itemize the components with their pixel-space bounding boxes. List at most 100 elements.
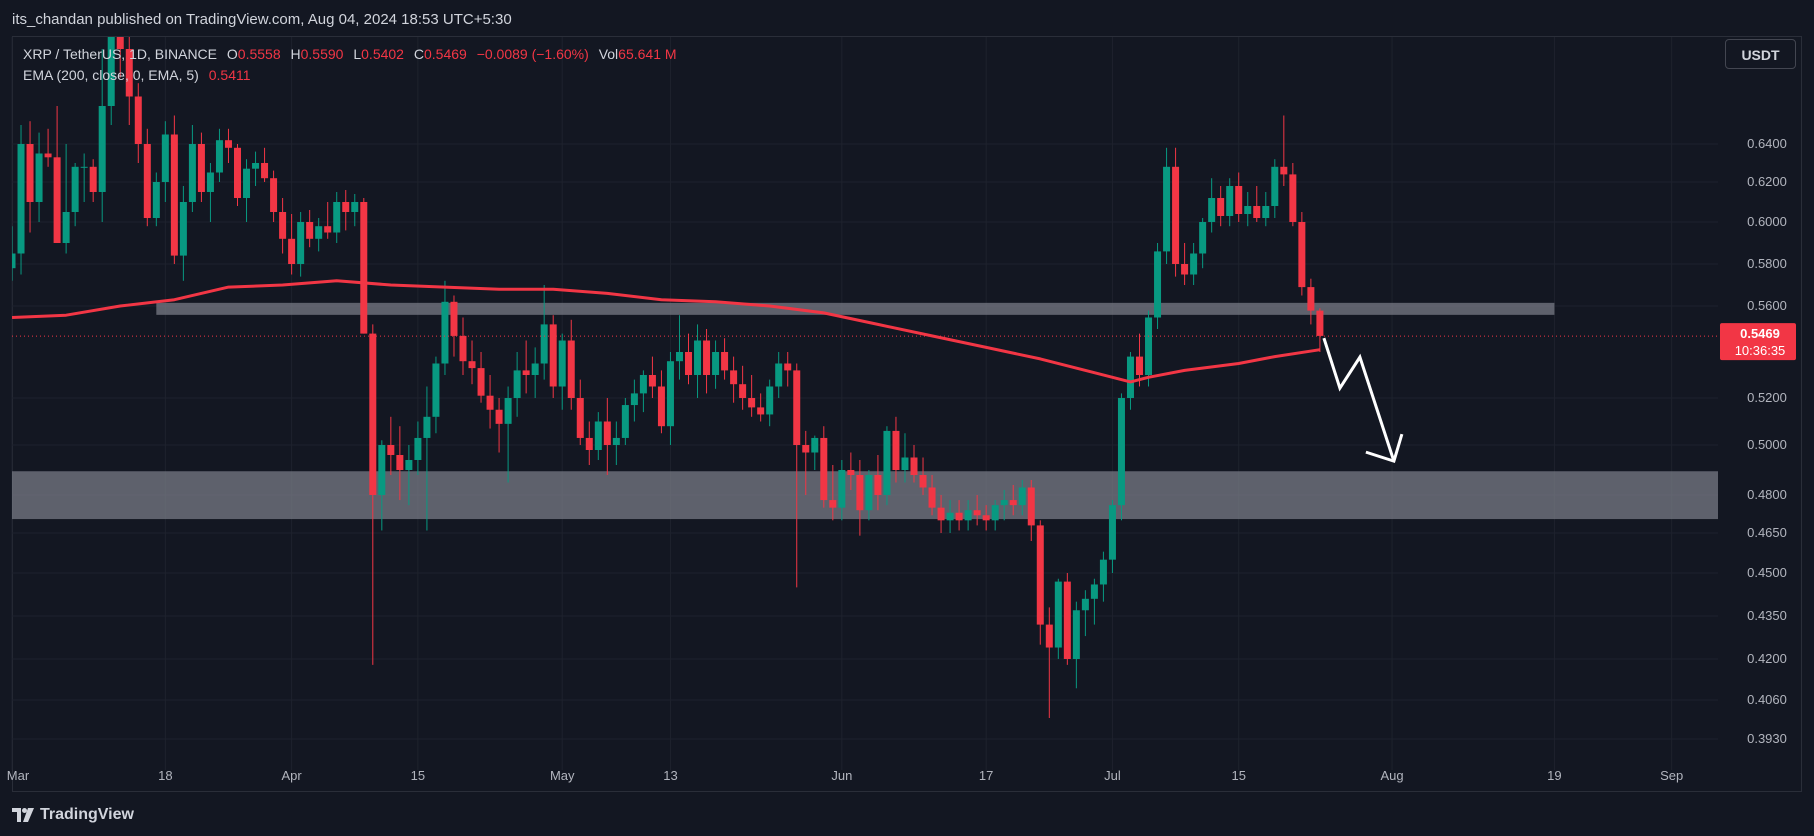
candle-body	[1108, 505, 1116, 560]
time-tick-label: 13	[663, 768, 677, 783]
candle-body	[441, 301, 449, 364]
candle-body	[558, 340, 566, 387]
candle	[946, 500, 954, 533]
last-price-tag	[1720, 323, 1796, 361]
candle	[748, 375, 756, 417]
price-tick-label: 0.4060	[1747, 692, 1787, 707]
legend-symbol[interactable]: XRP / TetherUS, 1D, BINANCE	[23, 46, 217, 62]
ema-200-line	[12, 279, 1321, 384]
candle	[243, 159, 251, 222]
candle	[775, 352, 783, 398]
candle	[53, 106, 61, 243]
candle	[504, 386, 512, 483]
candle	[964, 500, 972, 531]
candle-body	[134, 96, 142, 144]
candle-body	[1099, 559, 1107, 585]
candle-body	[1253, 206, 1261, 218]
candle-body	[161, 134, 169, 182]
time-tick-label: May	[550, 768, 575, 783]
candle	[694, 324, 702, 398]
legend-open-label: O	[226, 46, 238, 62]
candle	[540, 285, 548, 380]
legend-open-value: 0.5558	[237, 46, 281, 62]
candle-body	[405, 460, 413, 470]
legend-close-label: C	[413, 46, 424, 62]
price-tick-label: 0.3930	[1747, 731, 1787, 746]
candle	[1271, 159, 1279, 218]
time-tick-label: Sep	[1660, 768, 1683, 783]
candle	[829, 465, 837, 521]
tradingview-logo[interactable]: TradingView	[12, 806, 134, 824]
candle-body	[685, 352, 692, 375]
candle	[1208, 178, 1216, 233]
candle	[1027, 480, 1035, 541]
candle-body	[937, 507, 945, 521]
candle	[342, 190, 350, 231]
candle	[12, 226, 16, 281]
chart-legend: XRP / TetherUS, 1D, BINANCE O0.5558 H0.5…	[23, 44, 677, 86]
candle	[793, 363, 801, 588]
candle	[396, 426, 404, 501]
legend-low-label: L	[353, 46, 362, 62]
candle-body	[1316, 310, 1324, 336]
candle-body	[288, 238, 296, 264]
price-tick-label: 0.5000	[1747, 437, 1787, 452]
time-tick-label: Aug	[1380, 768, 1403, 783]
support-zone	[12, 471, 1718, 520]
candle	[739, 365, 747, 410]
candle-body	[306, 222, 314, 239]
candle-body	[315, 226, 323, 239]
candle-body	[1027, 487, 1035, 526]
candle-body	[152, 182, 160, 218]
candle-body	[856, 475, 864, 511]
candle-body	[703, 340, 711, 375]
candle-body	[215, 140, 223, 173]
candle	[152, 172, 160, 227]
candle	[892, 416, 900, 483]
candle-body	[378, 445, 386, 495]
candle	[1226, 178, 1234, 227]
time-tick-label: Jun	[831, 768, 852, 783]
candle	[1000, 490, 1008, 521]
candle-body	[35, 153, 43, 202]
candle-body	[1054, 581, 1062, 648]
projection-arrow	[1322, 337, 1396, 462]
candle-body	[1018, 487, 1026, 506]
header-bar: its_chandan published on TradingView.com…	[0, 0, 1814, 38]
time-tick-label: 15	[1231, 768, 1245, 783]
candle-body	[1009, 500, 1017, 506]
resistance-zone	[156, 302, 1555, 315]
currency-button[interactable]: USDT	[1725, 39, 1796, 69]
candle-body	[107, 37, 115, 106]
candle-body	[1163, 166, 1171, 252]
candle	[1009, 485, 1017, 516]
candle-body	[630, 393, 638, 406]
candle	[170, 115, 178, 264]
candle	[270, 170, 278, 222]
candle-body	[585, 437, 593, 450]
legend-ema-label[interactable]: EMA (200, close, 0, EMA, 5)	[23, 67, 199, 83]
legend-high-label: H	[290, 46, 301, 62]
candle-body	[567, 340, 575, 398]
candle	[333, 192, 341, 243]
candle	[603, 398, 611, 475]
candle-body	[252, 163, 260, 169]
legend-ohlc-row: XRP / TetherUS, 1D, BINANCE O0.5558 H0.5…	[23, 44, 677, 65]
legend-ema-row: EMA (200, close, 0, EMA, 5) 0.5411	[23, 65, 677, 86]
candle	[477, 352, 485, 403]
candle-body	[901, 457, 909, 470]
candle	[261, 147, 269, 182]
legend-high-value: 0.5590	[300, 46, 344, 62]
candle-body	[1081, 598, 1089, 611]
candle	[666, 352, 674, 445]
candle-body	[757, 407, 765, 415]
candle	[315, 218, 323, 252]
candle-body	[549, 324, 557, 387]
candle-body	[910, 457, 918, 475]
candle-body	[1280, 166, 1288, 175]
candle-body	[621, 405, 629, 438]
candle	[35, 132, 43, 222]
candle-body	[53, 157, 61, 243]
legend-close-value: 0.5469	[423, 46, 467, 62]
